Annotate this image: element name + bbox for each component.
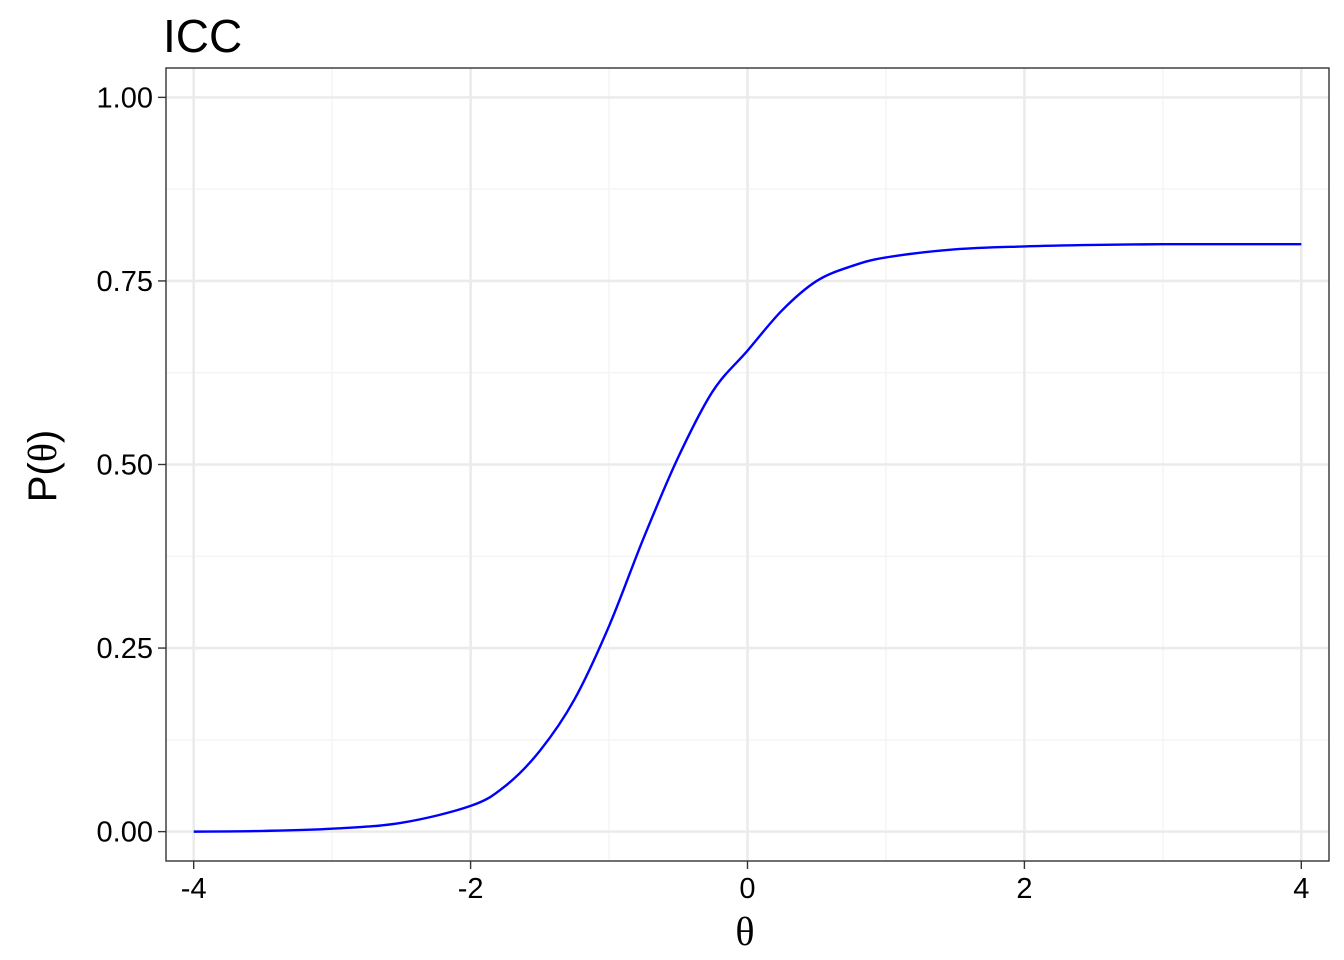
y-axis-title-suffix: ) [21, 430, 65, 443]
y-axis-title: P(θ) [20, 430, 65, 503]
x-axis-title: θ [735, 909, 754, 954]
y-tick-label: 1.00 [97, 82, 153, 114]
series-layer [193, 242, 1302, 833]
chart-title: ICC [163, 10, 242, 62]
y-tick-label: 0.25 [97, 633, 153, 665]
y-tick-label: 0.00 [97, 817, 153, 849]
y-tick-label: 0.75 [97, 266, 153, 298]
x-tick-label: -4 [181, 873, 207, 905]
x-tick-label: 0 [739, 873, 755, 905]
y-axis-title-prefix: P( [21, 462, 65, 503]
x-tick-label: 4 [1293, 873, 1309, 905]
x-tick-label: -2 [458, 873, 484, 905]
icc-curve [193, 242, 1302, 833]
y-tick-label: 0.50 [97, 450, 153, 482]
x-tick-label: 2 [1016, 873, 1032, 905]
major-gridlines [166, 68, 1329, 861]
y-axis-ticks: 0.00 0.25 0.50 0.75 1.00 [97, 82, 166, 849]
y-axis-title-symbol: θ [20, 443, 65, 462]
x-axis-ticks: -4 -2 0 2 4 [181, 861, 1309, 905]
